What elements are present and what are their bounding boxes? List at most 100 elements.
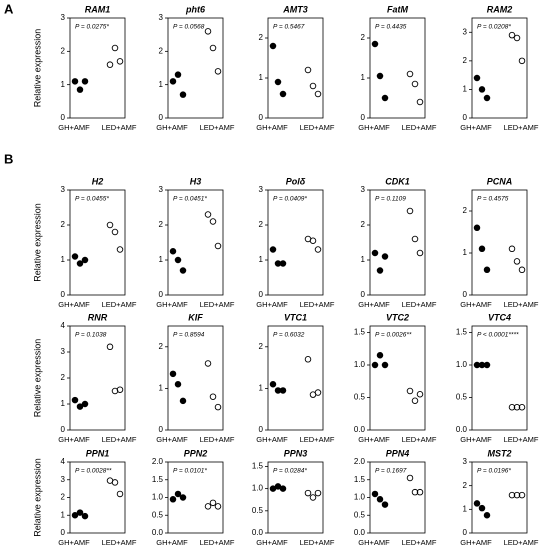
p-value: P = 0.1038 [75,332,107,339]
x-tick-label: GH+AMF [460,538,492,547]
x-tick-label: LED+AMF [300,435,335,444]
y-tick-label: 1 [61,80,66,89]
data-point [71,396,79,404]
x-tick-label: GH+AMF [256,300,288,309]
data-point [106,221,114,229]
y-tick-label: 0 [61,290,66,299]
data-point [314,389,322,396]
data-point [371,490,379,498]
plot-frame [471,17,528,119]
y-tick-label: 3 [159,185,164,194]
plot-frame [69,325,126,431]
data-point [508,404,516,411]
chart-title: CDK1 [385,176,410,186]
data-point [214,242,222,250]
data-point [304,66,312,74]
data-point [314,489,322,497]
y-tick-label: 2 [61,220,66,229]
x-tick-label: GH+AMF [358,123,390,132]
y-tick-label: 0.5 [152,510,164,519]
data-point [381,253,389,260]
data-point [174,380,182,388]
y-tick-label: 1.0 [252,484,264,493]
data-point [411,235,419,243]
data-point [214,503,222,510]
plot-frame [369,189,426,296]
data-point [179,494,187,501]
p-value: P = 0.0026** [375,332,412,339]
y-tick-label: 1 [259,384,264,393]
data-point [174,490,182,498]
y-tick-label: 2 [61,46,66,55]
y-tick-label: 3 [61,185,66,194]
plot-frame [267,17,324,119]
y-tick-label: 0 [259,113,264,122]
data-point [381,361,389,369]
x-tick-label: GH+AMF [460,123,492,132]
data-point [483,94,491,102]
data-point [209,218,217,225]
y-axis-label: Relative expression [32,339,42,418]
data-point [106,61,114,68]
data-point [371,249,379,257]
data-point [204,28,212,35]
p-value: P = 0.0409* [273,196,307,203]
x-tick-label: LED+AMF [504,538,539,547]
data-point [508,31,516,39]
chart-title: Polδ [286,176,306,186]
y-tick-label: 1 [361,255,366,264]
plot-frame [471,189,528,296]
y-tick-label: 0 [159,113,164,122]
y-tick-label: 3 [259,185,264,194]
chart-title: PPN3 [284,448,308,458]
y-tick-label: 0 [259,290,264,299]
data-point [508,491,516,499]
data-point [473,224,481,232]
y-tick-label: 1 [159,80,164,89]
y-tick-label: 0 [61,528,66,537]
data-point [411,488,419,496]
data-point [81,400,89,408]
y-tick-label: 1 [61,255,66,264]
x-tick-label: LED+AMF [200,123,235,132]
y-tick-label: 0 [259,425,264,434]
chart-title: VTC2 [386,312,409,322]
chart-title: pht6 [185,4,206,14]
x-tick-label: LED+AMF [200,538,235,547]
x-tick-label: LED+AMF [504,123,539,132]
data-point [376,352,384,359]
data-point [269,42,277,50]
y-tick-label: 0 [159,425,164,434]
data-point [483,512,491,519]
plot-frame [267,325,324,431]
data-point [76,86,84,93]
data-point [309,494,317,501]
y-tick-label: 2 [259,33,264,42]
data-point [76,260,84,267]
data-point [269,380,277,388]
data-point [406,207,414,215]
x-tick-label: LED+AMF [300,300,335,309]
data-point [279,387,287,394]
data-point [111,44,119,52]
p-value: P = 0.4435 [375,24,407,31]
data-point [381,501,389,508]
chart-title: PPN2 [184,448,208,458]
x-tick-label: GH+AMF [460,300,492,309]
data-point [513,258,521,265]
data-point [309,82,317,90]
y-tick-label: 2 [61,493,66,502]
plot-frame [369,17,426,119]
y-tick-label: 0.0 [152,528,164,537]
x-tick-label: LED+AMF [300,123,335,132]
p-value: P = 0.0196* [477,468,511,475]
data-point [376,72,384,80]
data-point [169,247,177,255]
y-tick-label: 0 [463,528,468,537]
data-point [376,267,384,274]
p-value: P = 0.4575 [477,196,509,203]
y-tick-label: 4 [61,321,66,330]
y-tick-label: 1.5 [354,328,366,337]
data-point [116,58,124,65]
